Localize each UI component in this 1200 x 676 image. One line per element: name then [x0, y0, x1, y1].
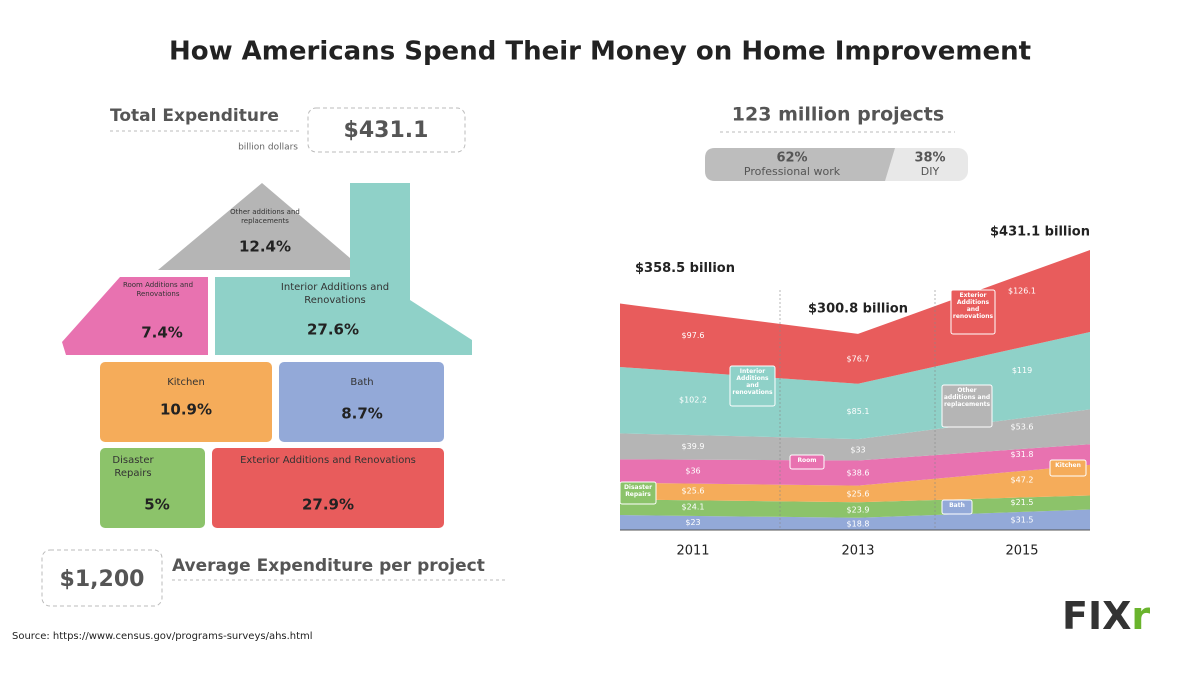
legend-entry: Bath [949, 502, 965, 509]
legend-entry: Room [797, 457, 817, 464]
house-label: Exterior Additions and Renovations [240, 455, 416, 466]
average-label: Average Expenditure per project [172, 556, 485, 576]
legend-label: Exterior Additions and renovations [952, 292, 994, 320]
house-exterior [212, 448, 444, 528]
value-label: $119 [1012, 366, 1032, 375]
average-box [41, 549, 163, 607]
house-label: Disaster Repairs [112, 455, 154, 479]
value-label: $21.5 [1011, 498, 1034, 507]
projects-pro-percent: 62% [776, 151, 807, 166]
value-label: $24.1 [682, 503, 705, 512]
house-percent: 5% [144, 496, 169, 514]
value-label: $33 [850, 445, 865, 454]
legend-label: Room [797, 457, 817, 464]
x-tick-label: 2015 [1005, 544, 1038, 559]
average-value: $1,200 [60, 567, 145, 592]
logo: FIXr [1062, 594, 1150, 638]
legend-label: Bath [949, 502, 965, 509]
house-label: Kitchen [167, 377, 205, 388]
house-roof [158, 183, 350, 270]
area [620, 509, 1090, 530]
value-label: $31.8 [1011, 450, 1034, 459]
house-kitchen [100, 362, 272, 442]
value-label: $47.2 [1011, 476, 1034, 485]
legend-box [619, 481, 657, 505]
legend-label: Other additions and replacements [943, 387, 991, 408]
total-unit: billion dollars [238, 143, 298, 153]
projects-diy-label: DIY [921, 165, 940, 178]
x-tick-label: 2011 [676, 544, 709, 559]
house-room [62, 277, 208, 355]
house-percent: 27.9% [302, 496, 354, 514]
house-percent: 10.9% [160, 401, 212, 419]
value-label: $97.6 [682, 331, 705, 340]
legend-label: Interior Additions and renovations [732, 368, 773, 396]
x-tick-label: 2013 [841, 544, 874, 559]
legend-label: Disaster Repairs [623, 484, 653, 498]
area [620, 464, 1090, 503]
value-label: $23.9 [847, 506, 870, 515]
legend-entry: Kitchen [1055, 462, 1081, 469]
house-label: Interior Additions and Renovations [280, 282, 390, 306]
legend-entry: Other additions and replacements [943, 387, 991, 408]
value-label: $23 [685, 518, 700, 527]
value-label: $38.6 [847, 469, 870, 478]
legend-box [729, 365, 776, 407]
area [620, 495, 1090, 518]
value-label: $25.6 [682, 487, 705, 496]
value-label: $31.5 [1011, 515, 1034, 524]
value-label: $102.2 [679, 396, 707, 405]
legend-entry: Exterior Additions and renovations [952, 292, 994, 320]
legend-box [941, 499, 973, 515]
legend-entry: Disaster Repairs [623, 484, 653, 498]
house-interior [215, 183, 472, 355]
legend-box [789, 454, 825, 470]
value-label: $126.1 [1008, 287, 1036, 296]
total-box [307, 107, 466, 153]
area [620, 444, 1090, 486]
total-label: $300.8 billion [808, 301, 908, 316]
legend-label: Kitchen [1055, 462, 1081, 469]
value-label: $25.6 [847, 489, 870, 498]
legend-box [941, 384, 993, 428]
projects-diy-percent: 38% [914, 151, 945, 166]
title: How Americans Spend Their Money on Home … [169, 37, 1031, 67]
total-value: $431.1 [344, 118, 429, 143]
projects-title: 123 million projects [732, 104, 944, 126]
value-label: $39.9 [682, 442, 705, 451]
house-disaster [100, 448, 205, 528]
house-percent: 12.4% [239, 238, 291, 256]
area [620, 250, 1090, 384]
source: Source: https://www.census.gov/programs-… [12, 631, 313, 642]
value-label: $85.1 [847, 407, 870, 416]
legend-entry: Interior Additions and renovations [732, 368, 773, 396]
projects-pro-bar [705, 148, 895, 181]
house-percent: 7.4% [141, 324, 183, 342]
house-label: Bath [350, 377, 374, 388]
legend-box [950, 289, 996, 335]
house-label: Other additions and replacements [230, 208, 300, 225]
total-label: Total Expenditure [110, 106, 279, 126]
value-label: $36 [685, 467, 700, 476]
total-label: $358.5 billion [635, 261, 735, 276]
value-label: $76.7 [847, 354, 870, 363]
area-chart: $23 $18.8 $31.5 $24.1 $23.9 $21.5 $25.6 $25.6 $4… [619, 225, 1090, 559]
house-bath [279, 362, 444, 442]
house-label: Room Additions and Renovations [122, 281, 194, 298]
house-percent: 8.7% [341, 405, 383, 423]
projects-pro-label: Professional work [744, 165, 841, 178]
house-percent: 27.6% [307, 321, 359, 339]
value-label: $53.6 [1011, 422, 1034, 431]
legend-box [1049, 459, 1087, 477]
total-label: $431.1 billion [990, 225, 1090, 240]
area [620, 409, 1090, 461]
value-label: $18.8 [847, 519, 870, 528]
